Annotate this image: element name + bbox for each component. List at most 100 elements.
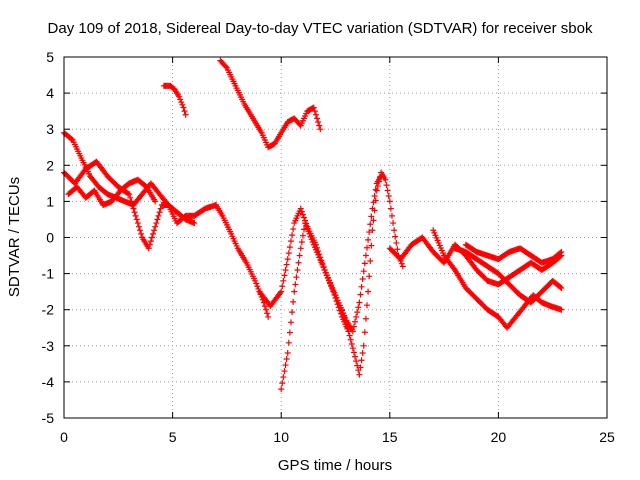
data-point (285, 339, 292, 346)
data-point (125, 190, 132, 197)
data-series (61, 57, 565, 393)
data-point (356, 299, 363, 306)
data-point (363, 244, 370, 251)
y-tick-label: 0 (46, 230, 54, 246)
data-point (281, 368, 288, 375)
series-arc-5 (217, 57, 324, 151)
data-point (282, 362, 289, 369)
data-point (132, 212, 139, 219)
data-point (290, 298, 297, 305)
data-point (151, 227, 158, 234)
data-point (343, 321, 350, 328)
plot-frame (63, 56, 608, 419)
data-point (147, 238, 154, 245)
data-point (181, 108, 188, 115)
data-point (311, 108, 318, 115)
data-point (293, 274, 300, 281)
data-point (382, 176, 389, 183)
data-point (131, 209, 138, 216)
data-point (305, 228, 312, 235)
data-point (358, 283, 365, 290)
series-arc-11 (451, 245, 565, 306)
data-point (354, 309, 361, 316)
data-point (262, 306, 269, 313)
data-point (302, 220, 309, 227)
data-point (261, 303, 268, 310)
data-point (280, 374, 287, 381)
data-point (360, 342, 367, 349)
data-point (283, 356, 290, 363)
data-point (346, 332, 353, 339)
data-point (279, 380, 286, 387)
data-point (347, 336, 354, 343)
data-point (298, 239, 305, 246)
x-tick-label: 25 (599, 429, 615, 445)
data-point (353, 358, 360, 365)
data-point (557, 284, 564, 291)
data-point (372, 186, 379, 193)
data-point (387, 205, 394, 212)
data-point (362, 315, 369, 322)
x-tick-label: 15 (382, 429, 398, 445)
data-point (394, 246, 401, 253)
data-point (255, 285, 262, 292)
data-point (375, 178, 382, 185)
data-point (284, 350, 291, 357)
data-point (360, 268, 367, 275)
data-point (287, 319, 294, 326)
data-point (362, 252, 369, 259)
y-axis-label: SDTVAR / TECUs (6, 177, 23, 297)
data-point (371, 192, 378, 199)
data-point (312, 111, 319, 118)
data-point (301, 214, 308, 221)
data-point (301, 226, 308, 233)
data-point (152, 223, 159, 230)
data-point (368, 213, 375, 220)
y-tick-label: -2 (42, 302, 55, 318)
y-tick-label: 1 (46, 193, 54, 209)
data-point (393, 239, 400, 246)
data-point (342, 317, 349, 324)
data-point (386, 198, 393, 205)
y-tick-label: 3 (46, 121, 54, 137)
data-point (317, 126, 324, 133)
data-point (367, 221, 374, 228)
data-point (152, 198, 159, 205)
data-point (304, 225, 311, 232)
data-point (292, 281, 299, 288)
data-point (392, 233, 399, 240)
data-point (286, 244, 293, 251)
data-point (177, 96, 184, 103)
data-point (179, 101, 186, 108)
data-point (358, 357, 365, 364)
data-point (182, 111, 189, 118)
data-point (148, 234, 155, 241)
data-point (297, 205, 304, 212)
data-point (289, 309, 296, 316)
data-point (383, 182, 390, 189)
data-point (391, 227, 398, 234)
data-point (286, 329, 293, 336)
x-tick-label: 0 (60, 429, 68, 445)
data-point (278, 386, 285, 393)
data-point (297, 245, 304, 252)
data-point (315, 118, 322, 125)
data-point (282, 266, 289, 273)
data-point (363, 302, 370, 309)
y-tick-labels: -5 -4 -3 -2 -1 0 1 2 3 4 5 (42, 49, 55, 426)
data-point (137, 227, 144, 234)
data-point (310, 104, 317, 111)
data-point (295, 259, 302, 266)
data-point (367, 257, 374, 264)
data-point (264, 310, 271, 317)
data-point (253, 280, 260, 287)
data-point (350, 323, 357, 330)
data-point (558, 248, 565, 255)
x-tick-labels: 0 5 10 15 20 25 (60, 429, 615, 445)
data-point (366, 229, 373, 236)
data-point (350, 349, 357, 356)
data-point (365, 288, 372, 295)
data-point (284, 256, 291, 263)
data-point (384, 187, 391, 194)
